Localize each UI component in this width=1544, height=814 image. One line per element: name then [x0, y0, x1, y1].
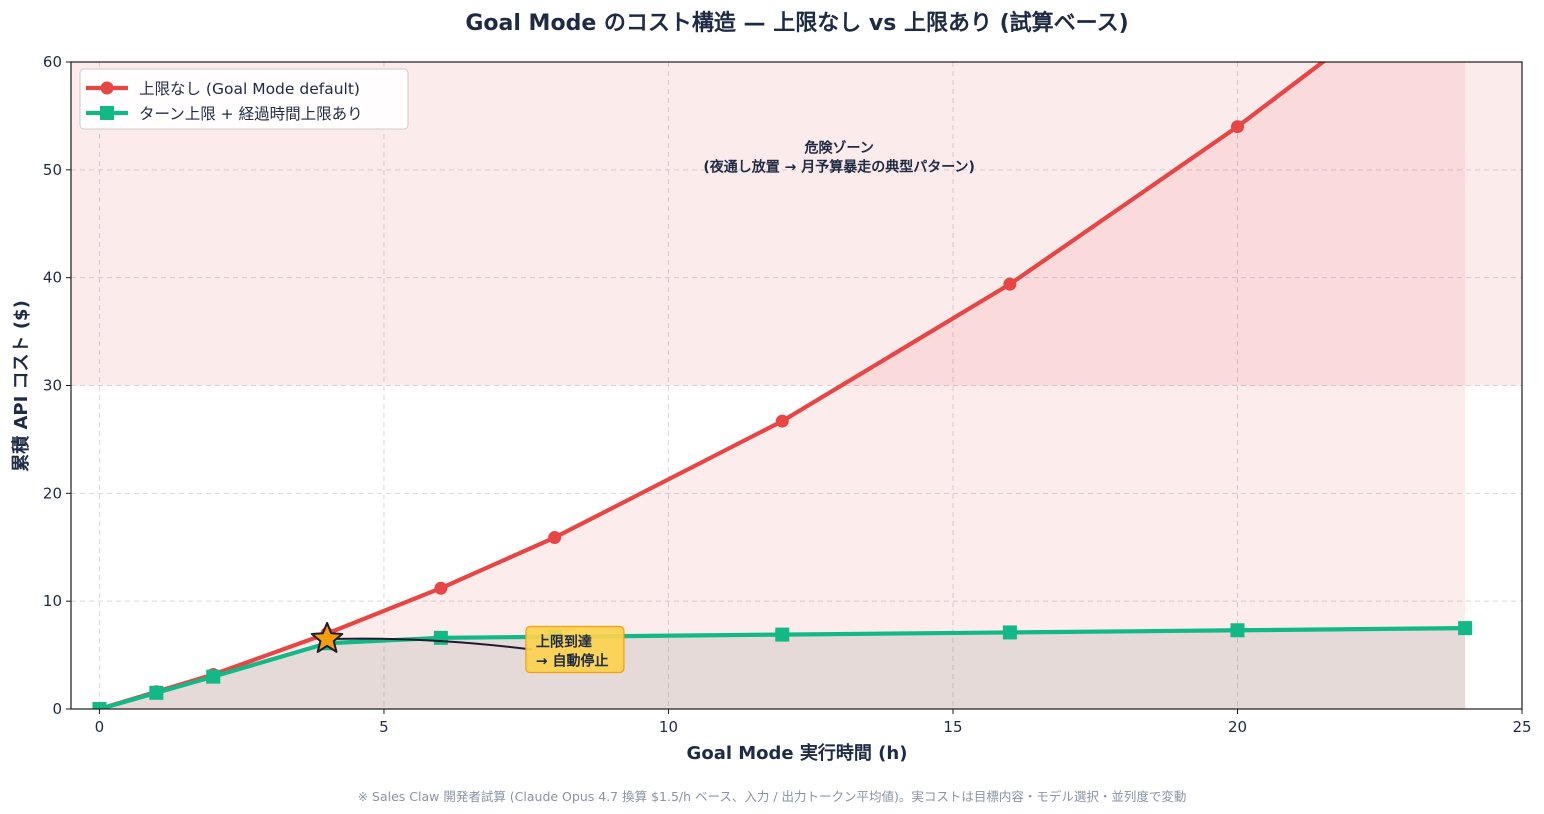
annotation-arrow: [337, 637, 533, 651]
y-tick-label: 10: [43, 592, 62, 610]
series-0-point: [1003, 277, 1017, 291]
series-line-1: [97, 626, 1468, 709]
y-axis-label: 累積 API コスト ($): [10, 300, 32, 472]
legend: 上限なし (Goal Mode default) ターン上限 + 経過時間上限あり: [79, 68, 409, 130]
limit-star-marker: [310, 621, 344, 653]
footnote: ※ Sales Claw 開発者試算 (Claude Opus 4.7 換算 $…: [357, 789, 1187, 804]
series-1-point: [206, 669, 221, 684]
series-1-point: [149, 685, 164, 700]
series-0-point: [434, 581, 448, 595]
annotation-text-2: → 自動停止: [536, 653, 609, 670]
x-tick-label: 5: [379, 718, 389, 736]
x-axis-label: Goal Mode 実行時間 (h): [687, 742, 908, 764]
x-tick-label: 10: [659, 718, 678, 736]
y-tick-label: 60: [43, 53, 62, 71]
danger-zone-title: 危険ゾーン: [804, 140, 874, 157]
y-tick-label: 0: [52, 700, 62, 718]
annotation-text-1: 上限到達: [536, 634, 592, 651]
legend-marker-1: [100, 106, 114, 120]
series-1-point: [1458, 621, 1473, 636]
limit-annotation: 上限到達 → 自動停止: [310, 621, 625, 674]
danger-zone-note: (夜通し放置 → 月予算暴走の典型パターン): [703, 159, 975, 176]
x-tick-label: 25: [1512, 718, 1531, 736]
series-0-point: [548, 531, 562, 545]
series-1-point: [92, 702, 107, 709]
area-fills: [99, 62, 1466, 709]
y-tick-label: 40: [43, 269, 62, 287]
series-1-point: [775, 627, 790, 642]
series-0-point: [775, 414, 789, 428]
area-fill-capped: [99, 628, 1466, 709]
y-tick-label: 30: [43, 377, 62, 395]
legend-label-1: ターン上限 + 経過時間上限あり: [139, 105, 363, 123]
legend-label-0: 上限なし (Goal Mode default): [139, 80, 360, 98]
chart-title: Goal Mode のコスト構造 — 上限なし vs 上限あり (試算ベース): [465, 10, 1128, 36]
legend-box: [79, 68, 409, 130]
y-tick-label: 20: [43, 484, 62, 502]
x-tick-label: 15: [943, 718, 962, 736]
legend-marker-0: [100, 81, 114, 95]
y-tick-label: 50: [43, 161, 62, 179]
series-lines: [97, 62, 1468, 709]
x-tick-label: 20: [1228, 718, 1247, 736]
series-1-point: [1002, 625, 1017, 640]
series-0-point: [1230, 120, 1244, 134]
x-axis-ticks: 0 5 10 15 20 25: [95, 709, 1532, 736]
y-axis-ticks: 0 10 20 30 40 50 60: [43, 53, 71, 718]
series-1-point: [1230, 623, 1245, 638]
annotation-box: [525, 625, 625, 674]
area-fill-uncapped: [99, 62, 1466, 709]
x-tick-label: 0: [95, 718, 105, 736]
series-1-point: [433, 630, 448, 645]
